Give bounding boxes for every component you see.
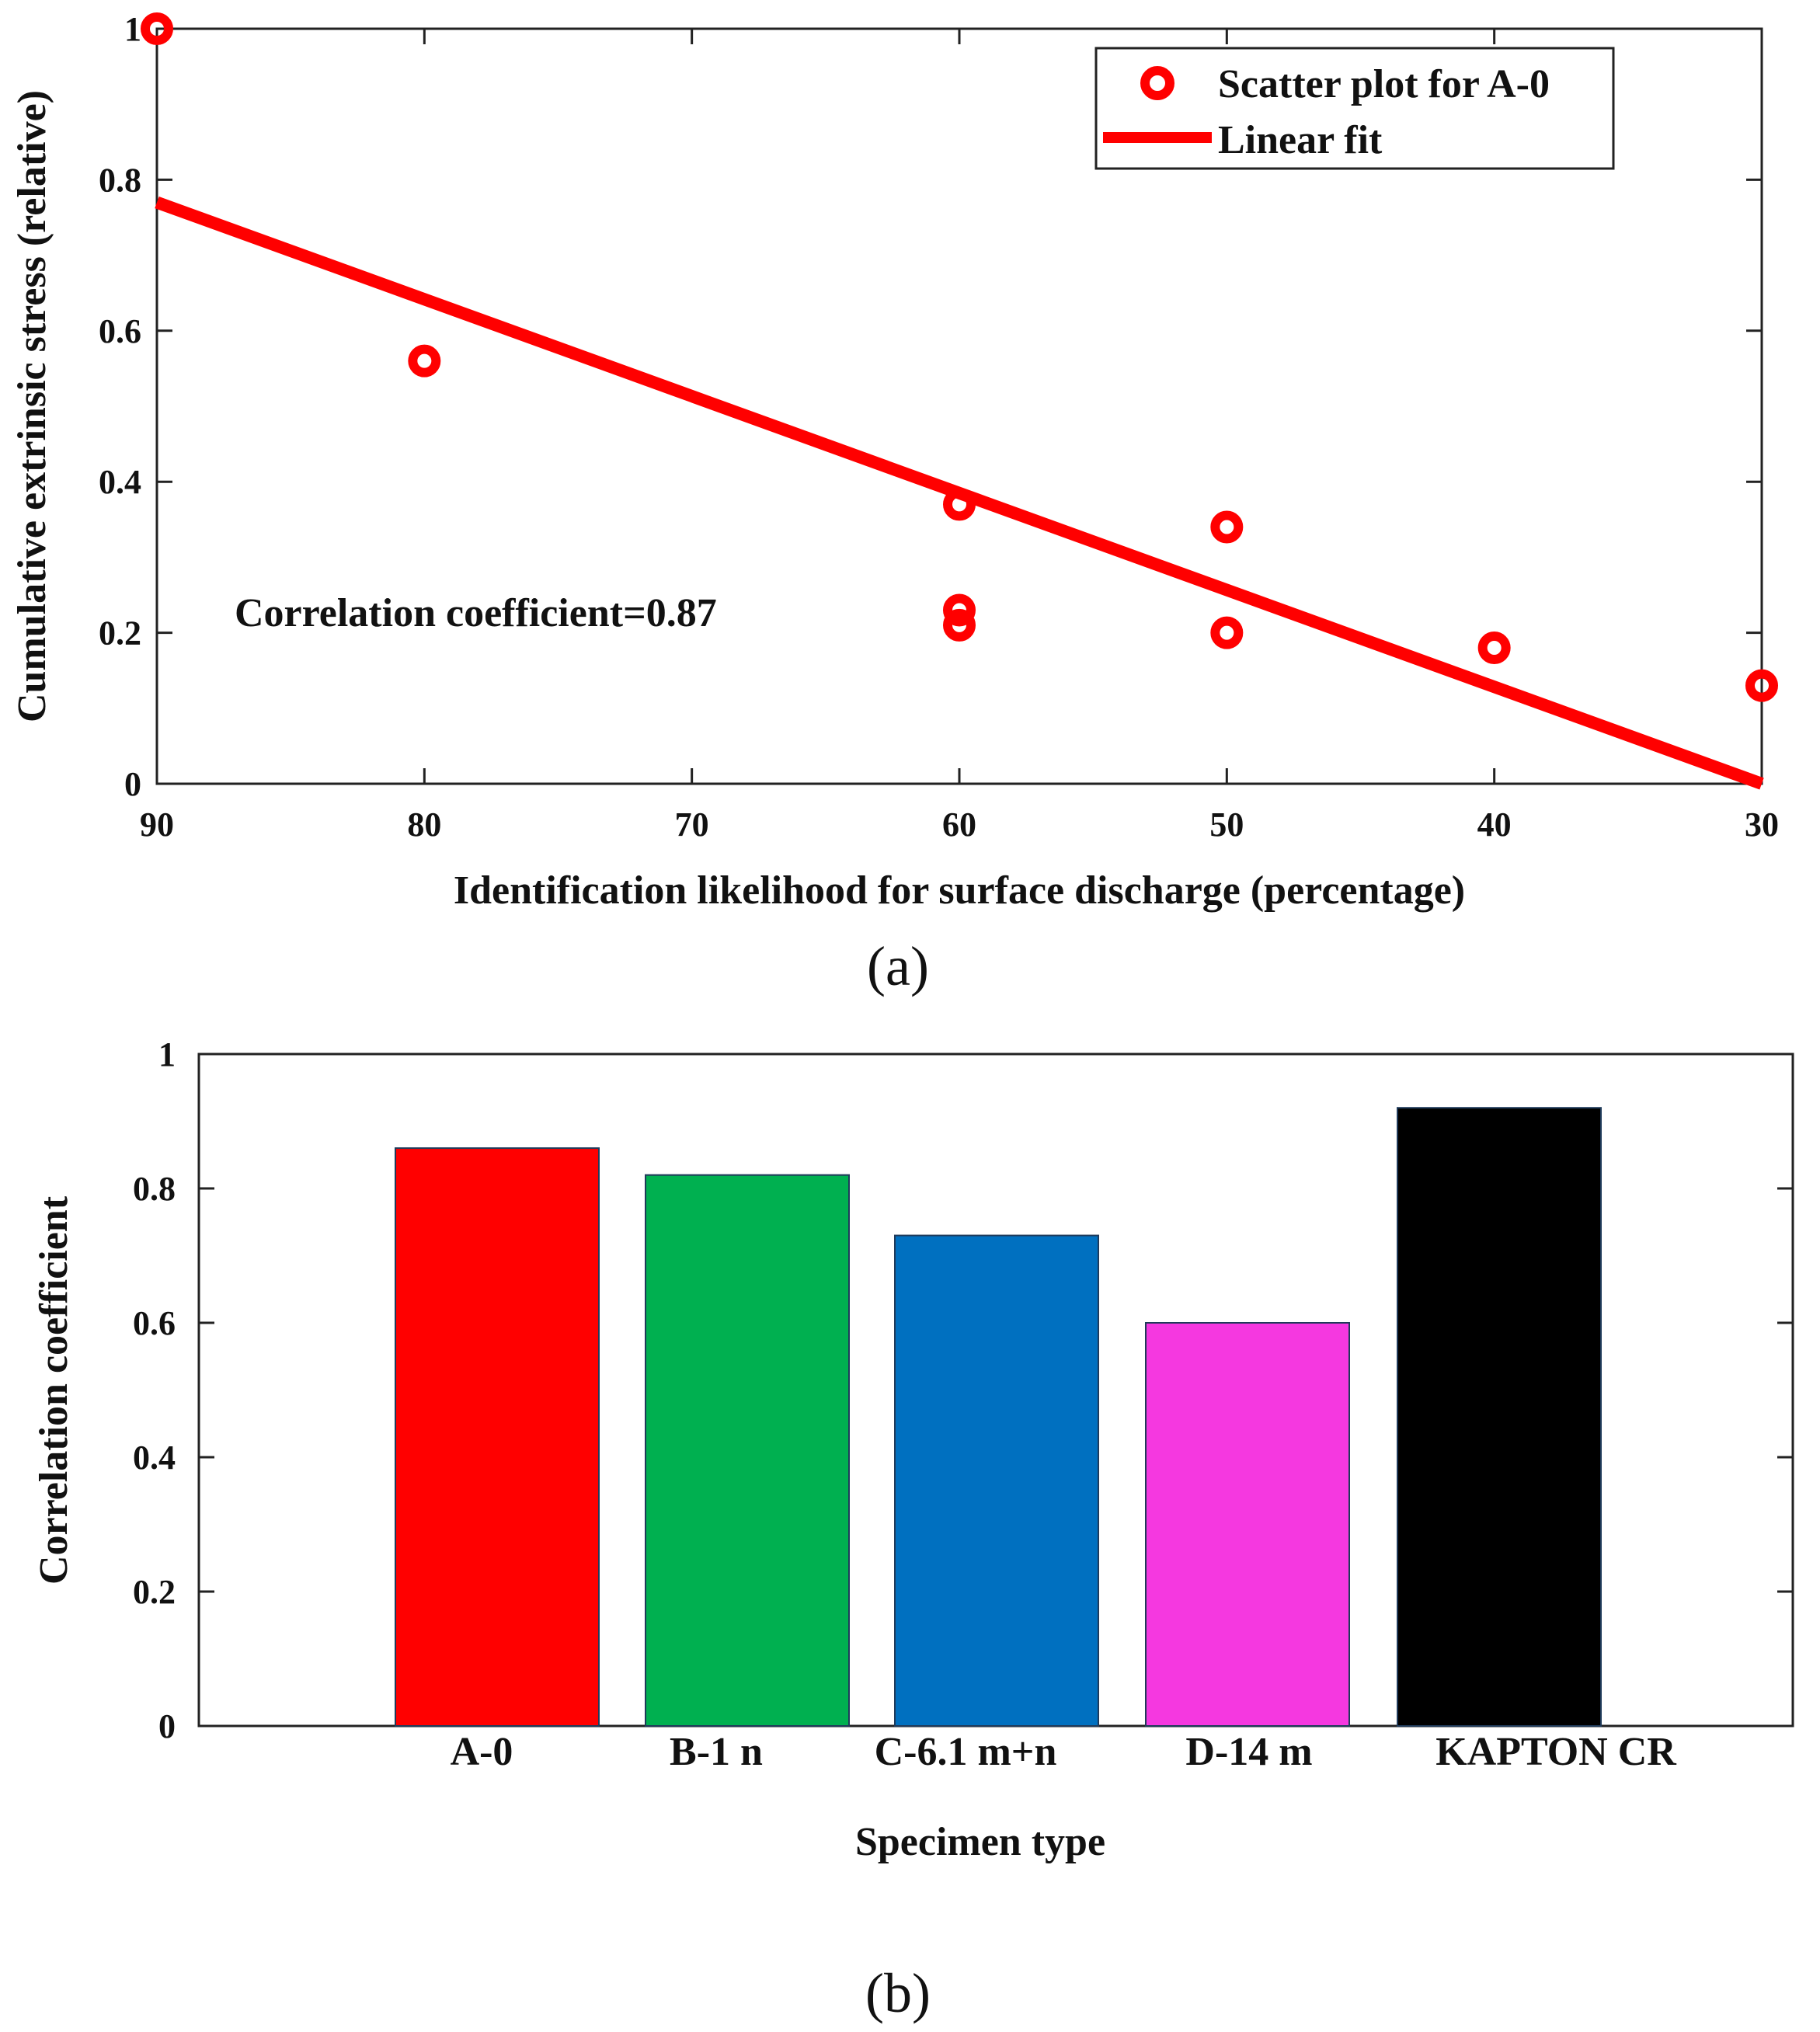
scatter-points-layer <box>141 12 1778 702</box>
x-tick-label: 90 <box>140 805 174 844</box>
y-tick-label: 0.6 <box>133 1304 176 1342</box>
plot-b-tick-labels: 0 0.2 0.4 0.6 0.8 1 <box>133 1035 176 1745</box>
scatter-point <box>1210 616 1244 649</box>
panel-a-label: (a) <box>867 935 929 997</box>
y-tick-label: 0.4 <box>99 463 141 501</box>
bar-b-1-n <box>645 1174 850 1727</box>
x-tick-label: 30 <box>1745 805 1779 844</box>
panel-b-bar-chart: 0 0.2 0.4 0.6 0.8 1 A-0 B-1 n C-6.1 m+n D-14 m KA… <box>32 1035 1794 2024</box>
bars-layer <box>395 1107 1602 1728</box>
y-tick-label: 1 <box>124 10 141 48</box>
panel-b-label: (b) <box>865 1962 931 2024</box>
panel-a-scatter-chart: 90 80 70 60 50 40 30 0 0.2 0.4 0.6 0.8 1 Identificat… <box>10 10 1779 997</box>
scatter-point <box>943 593 976 627</box>
scatter-point <box>1745 669 1778 702</box>
plot-b-ticks <box>199 1053 1793 1728</box>
y-tick-label: 0.4 <box>133 1439 176 1477</box>
y-tick-label: 0.2 <box>133 1573 176 1611</box>
plot-a-tick-labels: 90 80 70 60 50 40 30 0 0.2 0.4 0.6 0.8 1 <box>99 10 1779 844</box>
bar-a-0 <box>395 1147 600 1727</box>
bar-c-6-1-m-n <box>894 1234 1099 1728</box>
scatter-point <box>943 488 976 521</box>
plot-b-category-labels: A-0 B-1 n C-6.1 m+n D-14 m KAPTON CR <box>451 1730 1678 1774</box>
scatter-point <box>408 344 441 378</box>
category-label: KAPTON CR <box>1435 1730 1677 1774</box>
plot-a-legend: Scatter plot for A-0 Linear fit <box>1094 47 1615 170</box>
plot-a-annotation: Correlation coefficient=0.87 <box>235 591 717 635</box>
plot-a-y-axis-label: Cumulative extrinsic stress (relative) <box>10 90 54 722</box>
x-tick-label: 80 <box>407 805 441 844</box>
plot-b-x-axis-label: Specimen type <box>855 1820 1105 1864</box>
bar-kapton-cr <box>1397 1107 1602 1727</box>
legend-box <box>1094 47 1615 170</box>
y-tick-label: 0 <box>158 1707 176 1745</box>
y-tick-label: 0.8 <box>99 161 141 199</box>
category-label: A-0 <box>451 1730 513 1774</box>
bar-d-14-m <box>1145 1322 1350 1727</box>
legend-scatter-marker <box>1140 66 1174 100</box>
y-tick-label: 0 <box>124 765 141 803</box>
y-tick-label: 0.8 <box>133 1170 176 1208</box>
scatter-point <box>1477 632 1511 665</box>
plot-b-y-axis-label: Correlation coefficient <box>32 1195 76 1585</box>
plot-a-x-axis-label: Identification likelihood for surface di… <box>454 868 1465 913</box>
category-label: D-14 m <box>1185 1730 1312 1774</box>
category-label: C-6.1 m+n <box>875 1730 1057 1774</box>
y-tick-label: 1 <box>158 1035 176 1073</box>
x-tick-label: 50 <box>1209 805 1244 844</box>
legend-line-label: Linear fit <box>1218 118 1383 162</box>
scatter-point <box>943 608 976 642</box>
scatter-point <box>1210 510 1244 544</box>
category-label: B-1 n <box>670 1730 763 1774</box>
y-tick-label: 0.2 <box>99 614 141 652</box>
legend-scatter-label: Scatter plot for A-0 <box>1218 62 1550 106</box>
x-tick-label: 40 <box>1477 805 1512 844</box>
x-tick-label: 60 <box>942 805 976 844</box>
x-tick-label: 70 <box>675 805 709 844</box>
scatter-point <box>141 12 173 45</box>
y-tick-label: 0.6 <box>99 312 141 350</box>
